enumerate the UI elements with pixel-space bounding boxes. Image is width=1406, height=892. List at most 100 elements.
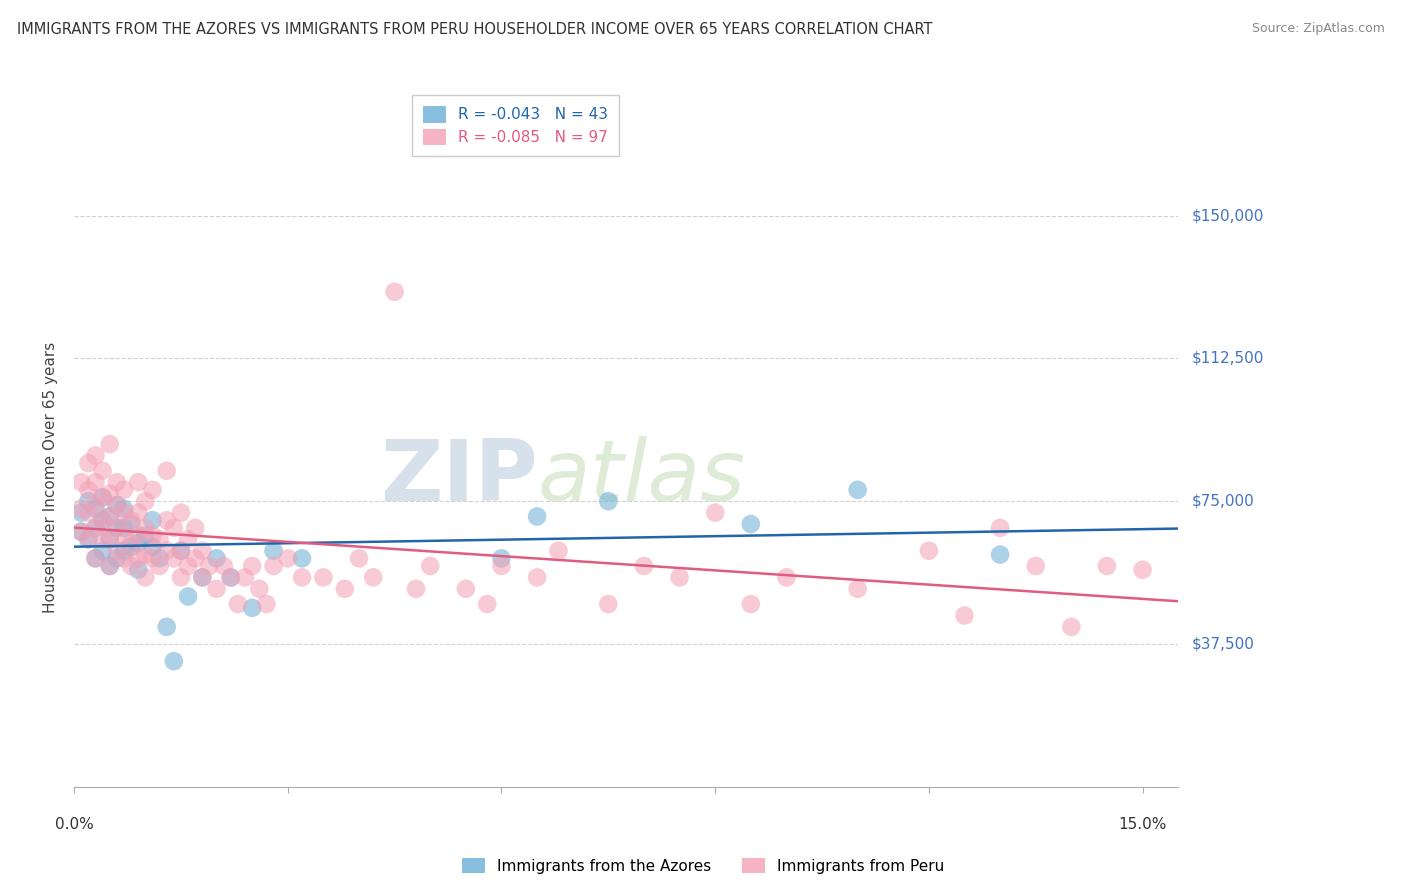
- Point: [668, 570, 690, 584]
- Point: [98, 437, 121, 451]
- Point: [156, 464, 179, 478]
- Point: [598, 597, 620, 611]
- Point: [134, 570, 156, 584]
- Text: 15.0%: 15.0%: [1118, 817, 1167, 832]
- Point: [1060, 620, 1083, 634]
- Point: [84, 551, 107, 566]
- Point: [98, 486, 121, 500]
- Point: [105, 498, 128, 512]
- Point: [526, 509, 548, 524]
- Legend: R = -0.043   N = 43, R = -0.085   N = 97: R = -0.043 N = 43, R = -0.085 N = 97: [412, 95, 619, 156]
- Point: [240, 600, 263, 615]
- Point: [77, 533, 100, 547]
- Point: [120, 517, 142, 532]
- Point: [233, 570, 256, 584]
- Point: [112, 543, 135, 558]
- Point: [91, 464, 114, 478]
- Point: [163, 521, 186, 535]
- Point: [291, 551, 314, 566]
- Point: [141, 551, 163, 566]
- Point: [127, 536, 149, 550]
- Point: [105, 475, 128, 490]
- Point: [112, 528, 135, 542]
- Point: [112, 521, 135, 535]
- Point: [112, 501, 135, 516]
- Text: $75,000: $75,000: [1192, 494, 1254, 508]
- Point: [212, 558, 235, 573]
- Point: [333, 582, 356, 596]
- Point: [347, 551, 370, 566]
- Point: [134, 548, 156, 562]
- Point: [219, 570, 242, 584]
- Point: [141, 513, 163, 527]
- Point: [988, 548, 1011, 562]
- Point: [134, 494, 156, 508]
- Point: [98, 509, 121, 524]
- Point: [491, 558, 513, 573]
- Point: [70, 506, 93, 520]
- Point: [170, 543, 193, 558]
- Point: [170, 543, 193, 558]
- Point: [84, 449, 107, 463]
- Point: [312, 570, 335, 584]
- Point: [91, 533, 114, 547]
- Point: [98, 558, 121, 573]
- Point: [127, 506, 149, 520]
- Point: [740, 517, 762, 532]
- Text: ZIP: ZIP: [380, 436, 538, 519]
- Point: [77, 506, 100, 520]
- Point: [70, 524, 93, 539]
- Point: [526, 570, 548, 584]
- Point: [105, 521, 128, 535]
- Point: [134, 521, 156, 535]
- Point: [141, 483, 163, 497]
- Point: [191, 570, 214, 584]
- Point: [598, 494, 620, 508]
- Point: [219, 570, 242, 584]
- Point: [84, 521, 107, 535]
- Point: [112, 506, 135, 520]
- Point: [419, 558, 441, 573]
- Point: [184, 551, 207, 566]
- Point: [112, 483, 135, 497]
- Point: [1025, 558, 1047, 573]
- Point: [105, 543, 128, 558]
- Point: [141, 540, 163, 554]
- Point: [953, 608, 976, 623]
- Text: Source: ZipAtlas.com: Source: ZipAtlas.com: [1251, 22, 1385, 36]
- Point: [84, 551, 107, 566]
- Text: $150,000: $150,000: [1192, 208, 1264, 223]
- Point: [120, 536, 142, 550]
- Point: [177, 533, 200, 547]
- Point: [361, 570, 384, 584]
- Point: [163, 654, 186, 668]
- Point: [226, 597, 249, 611]
- Point: [70, 524, 93, 539]
- Point: [120, 513, 142, 527]
- Point: [105, 521, 128, 535]
- Point: [846, 582, 869, 596]
- Point: [205, 582, 228, 596]
- Point: [918, 543, 941, 558]
- Point: [148, 558, 170, 573]
- Point: [77, 494, 100, 508]
- Point: [177, 558, 200, 573]
- Point: [191, 543, 214, 558]
- Point: [98, 533, 121, 547]
- Point: [112, 551, 135, 566]
- Point: [120, 558, 142, 573]
- Point: [263, 558, 285, 573]
- Point: [240, 558, 263, 573]
- Point: [170, 570, 193, 584]
- Text: $37,500: $37,500: [1192, 637, 1256, 651]
- Point: [91, 491, 114, 505]
- Point: [704, 506, 727, 520]
- Point: [263, 543, 285, 558]
- Point: [477, 597, 499, 611]
- Point: [277, 551, 299, 566]
- Legend: Immigrants from the Azores, Immigrants from Peru: Immigrants from the Azores, Immigrants f…: [456, 852, 950, 880]
- Point: [84, 501, 107, 516]
- Point: [775, 570, 797, 584]
- Point: [148, 551, 170, 566]
- Point: [547, 543, 569, 558]
